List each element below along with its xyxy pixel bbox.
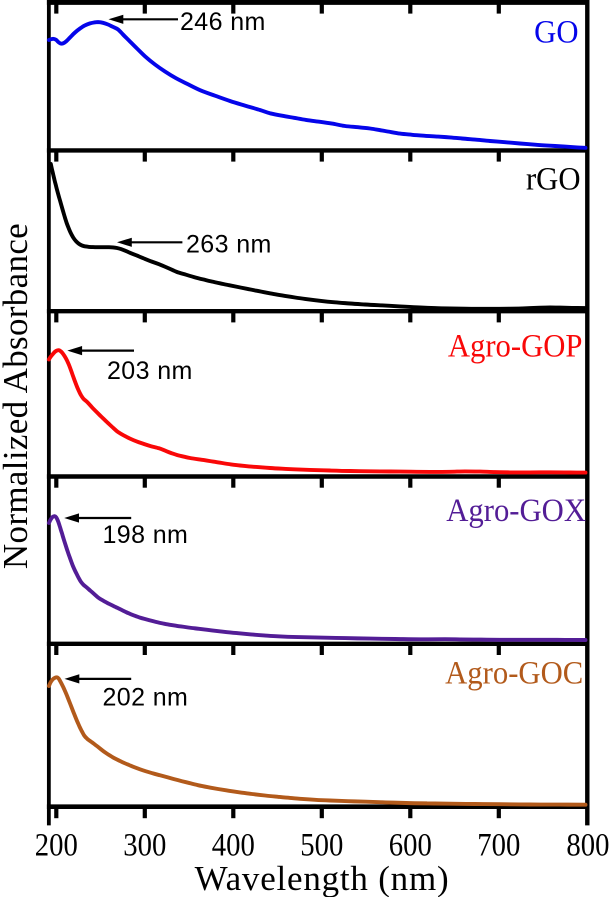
svg-text:GO: GO (534, 14, 578, 50)
svg-text:800: 800 (566, 826, 609, 863)
svg-text:Wavelength (nm): Wavelength (nm) (195, 859, 450, 897)
svg-text:700: 700 (477, 826, 520, 863)
svg-text:202 nm: 202 nm (103, 684, 189, 712)
svg-text:500: 500 (300, 826, 343, 863)
svg-text:400: 400 (212, 826, 255, 863)
svg-text:Agro-GOP: Agro-GOP (448, 327, 583, 363)
svg-text:200: 200 (35, 826, 78, 863)
svg-text:Agro-GOX: Agro-GOX (446, 492, 586, 528)
svg-text:Normalized Absorbance: Normalized Absorbance (0, 223, 35, 569)
svg-text:246 nm: 246 nm (180, 8, 266, 36)
svg-text:rGO: rGO (526, 161, 581, 197)
svg-text:Agro-GOC: Agro-GOC (445, 654, 583, 690)
svg-text:263 nm: 263 nm (186, 230, 272, 258)
svg-text:198 nm: 198 nm (103, 521, 189, 549)
svg-text:203 nm: 203 nm (107, 357, 193, 385)
svg-text:300: 300 (123, 826, 166, 863)
svg-text:600: 600 (389, 826, 432, 863)
